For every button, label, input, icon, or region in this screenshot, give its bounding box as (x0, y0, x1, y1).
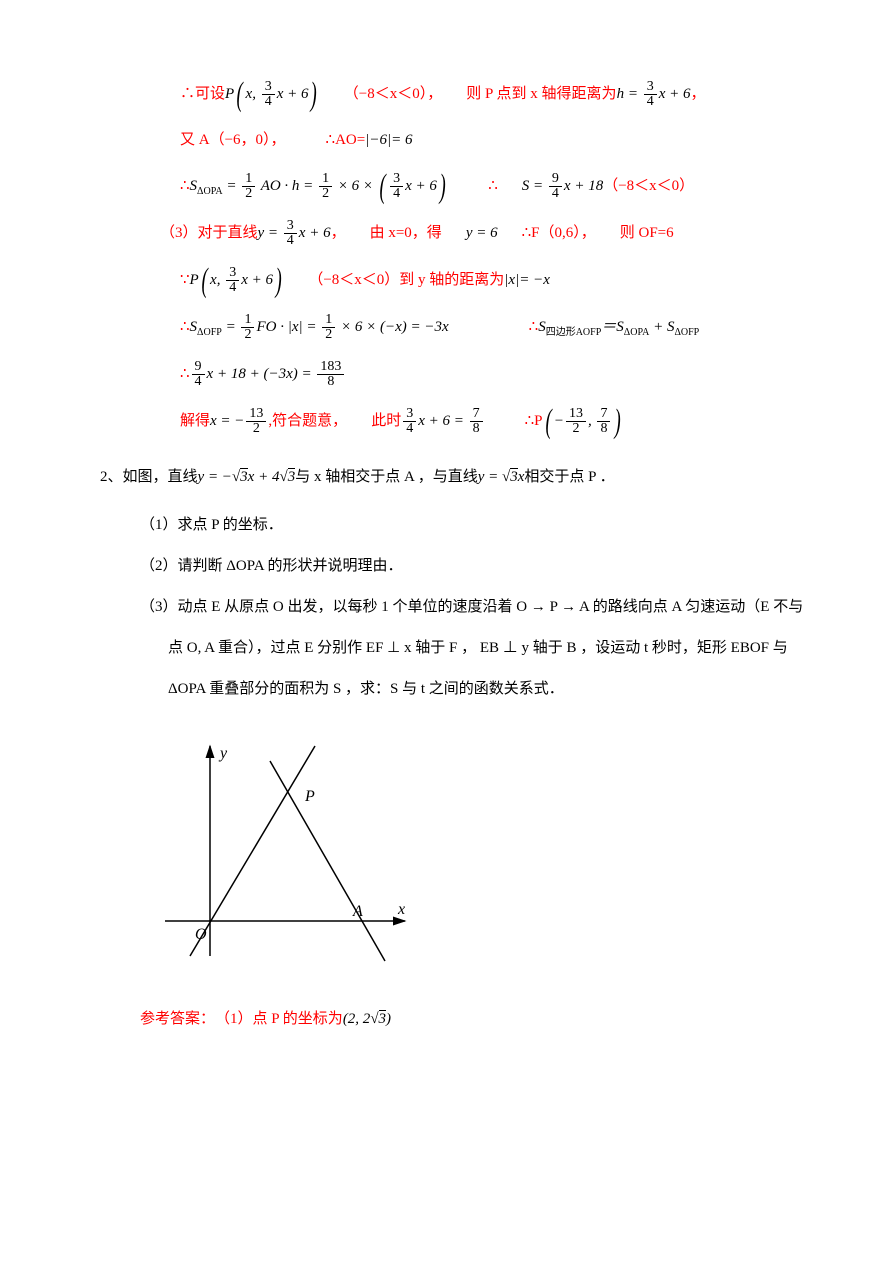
solution-line-3: ∴ SΔOPA = 12 AO · h = 12 × 6 × (34x + 6)… (180, 172, 822, 201)
label-P: P (304, 788, 315, 805)
label-x: x (397, 901, 405, 918)
solution-line-7: ∴ 94x + 18 + (−3x) = 1838 (180, 360, 822, 389)
sub-question-3b: 点 O, A 重合），过点 E 分别作 EF ⊥ x 轴于 F ， EB ⊥ y… (168, 632, 822, 665)
solution-line-5: ∵ P(x, 34x + 6) （−8＜x＜0）到 y 轴的距离为 |x| = … (180, 266, 822, 295)
text: ∴可设 (180, 81, 225, 108)
solution-line-8: 解得 x = −132 ,符合题意， 此时 34x + 6 = 78 ∴P (−… (180, 407, 822, 436)
expr-P: P(x, 34x + 6) (225, 80, 320, 109)
sub-question-1: （1）求点 P 的坐标． (140, 509, 822, 542)
label-y: y (218, 745, 228, 762)
problem-2: 2、 如图，直线 y = −√3x + 4√3 与 x 轴相交于点 A ，与直线… (100, 464, 822, 1033)
line-op (190, 746, 315, 956)
text: 则 P 点到 x 轴得距离为 (466, 81, 616, 108)
solution-line-6: ∴ SΔOFP = 12FO · |x| = 12 × 6 × (−x) = −… (180, 313, 822, 342)
sub-question-3a: （3）动点 E 从原点 O 出发，以每秒 1 个单位的速度沿着 O → P → … (140, 591, 822, 624)
expr-h: h = 34x + 6 (617, 80, 691, 109)
label-A: A (352, 903, 363, 920)
line-pa (270, 761, 385, 961)
coordinate-diagram: y x O P A (160, 736, 822, 986)
solution-line-1: ∴可设 P(x, 34x + 6) （−8＜x＜0）， 则 P 点到 x 轴得距… (180, 80, 822, 109)
solution-line-4: （3）对于直线 y = 34x + 6 ， 由 x=0，得 y = 6 ∴F（0… (160, 219, 822, 248)
sub-question-3c: ΔOPA 重叠部分的面积为 S ，求：S 与 t 之间的函数关系式． (168, 673, 822, 706)
sub-question-2: （2）请判断 ΔOPA 的形状并说明理由． (140, 550, 822, 583)
solution-line-2: 又 A（−6，0）， ∴AO= |−6| = 6 (180, 127, 822, 154)
label-O: O (195, 926, 207, 943)
answer-line: 参考答案： （1）点 P 的坐标为 (2, 2√3) (140, 1006, 822, 1033)
diagram-svg: y x O P A (160, 736, 420, 976)
range: （−8＜x＜0）， (344, 81, 442, 108)
problem-2-stem: 2、 如图，直线 y = −√3x + 4√3 与 x 轴相交于点 A ，与直线… (100, 464, 822, 491)
